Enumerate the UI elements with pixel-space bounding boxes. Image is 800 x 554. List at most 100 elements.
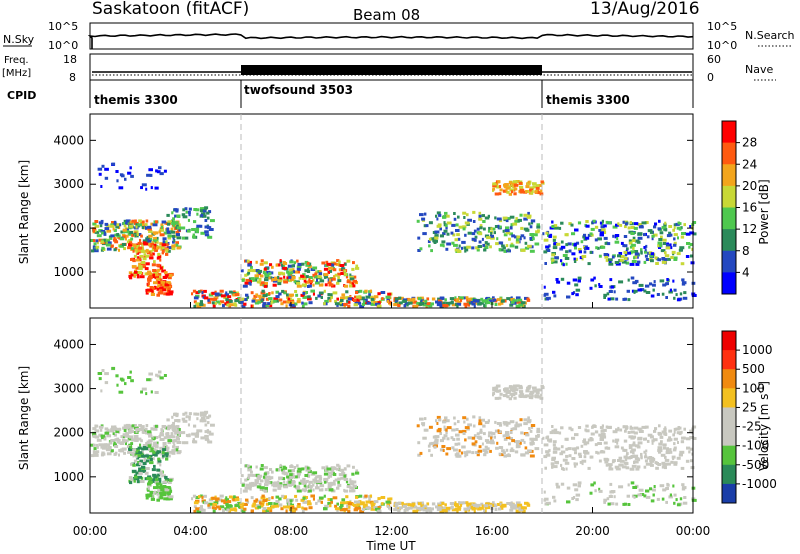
velocity-cell: [444, 503, 447, 507]
velocity-cell: [215, 505, 220, 509]
power-cell: [552, 238, 556, 242]
velocity-cell: [363, 505, 366, 509]
power-cell: [271, 300, 275, 304]
power-cell: [509, 226, 513, 230]
velocity-cell: [377, 497, 381, 501]
power-cell: [245, 293, 249, 297]
power-cell: [130, 273, 134, 277]
power-cell: [153, 281, 158, 285]
power-cell: [428, 244, 431, 248]
power-cell: [604, 241, 609, 245]
power-cell: [445, 301, 451, 305]
power-cell: [489, 245, 492, 249]
power-cell: [202, 214, 207, 218]
velocity-cell: [506, 395, 510, 399]
velocity-cell: [565, 447, 569, 451]
velocity-cell: [435, 441, 439, 445]
velocity-cell: [247, 473, 252, 477]
power-cell: [455, 298, 459, 302]
velocity-cell: [234, 504, 240, 508]
power-cell: [235, 291, 239, 295]
velocity-cell: [686, 446, 691, 450]
velocity-cell: [434, 435, 440, 439]
velocity-cell: [123, 429, 127, 433]
velocity-cell: [150, 390, 153, 394]
velocity-cell: [650, 456, 655, 460]
velocity-cell: [174, 419, 178, 423]
velocity-cell: [484, 445, 488, 449]
power-cell: [168, 290, 174, 294]
beam-title: Beam 08: [353, 6, 420, 24]
velocity-cell: [544, 497, 549, 501]
power-cell: [673, 288, 677, 292]
power-cell: [113, 229, 117, 232]
power-cell: [342, 296, 348, 300]
velocity-cell: [428, 442, 432, 446]
power-cell: [306, 261, 310, 265]
power-cell: [503, 233, 508, 237]
velocity-cell: [268, 477, 272, 481]
velocity-cell: [305, 468, 311, 472]
power-cell: [478, 232, 483, 236]
power-cell: [254, 301, 260, 305]
power-cell: [661, 225, 667, 229]
power-cell: [430, 302, 434, 306]
velocity-scatter-cells: [90, 366, 697, 513]
velocity-cell: [114, 445, 119, 448]
velocity-cell: [296, 472, 301, 476]
velocity-cell: [328, 483, 332, 487]
velocity-cell: [670, 460, 674, 464]
power-cell: [156, 240, 159, 244]
power-cell: [457, 237, 461, 241]
power-cell: [633, 256, 636, 260]
power-cell: [637, 223, 642, 226]
velocity-cell: [122, 433, 127, 437]
velocity-cell: [629, 425, 632, 429]
velocity-cell: [529, 454, 535, 458]
velocity-cell: [254, 506, 260, 510]
velocity-cell: [113, 443, 117, 447]
velocity-cell: [615, 428, 619, 432]
power-cell: [152, 223, 158, 227]
velocity-ylabel: Slant Range [km]: [17, 366, 31, 470]
velocity-cell: [146, 493, 152, 497]
velocity-cell: [614, 445, 620, 449]
velocity-cell: [259, 486, 265, 490]
power-cell: [680, 235, 685, 239]
velocity-cell: [258, 485, 261, 489]
velocity-cell: [302, 488, 307, 492]
power-colorbar-swatch: [722, 272, 736, 295]
power-cell: [523, 213, 528, 217]
velocity-cell: [352, 503, 357, 507]
velocity-cell: [499, 502, 502, 506]
velocity-cell: [665, 487, 669, 490]
power-cell: [102, 240, 108, 244]
velocity-cell: [137, 454, 143, 458]
power-cell: [282, 262, 288, 265]
power-cell: [326, 262, 332, 266]
velocity-cell: [531, 425, 534, 429]
power-cell: [505, 219, 509, 223]
power-cell: [233, 290, 236, 294]
power-cell: [214, 290, 217, 294]
power-cell: [567, 242, 572, 246]
velocity-cell: [273, 502, 279, 506]
power-cell: [215, 300, 220, 304]
power-cell: [159, 258, 162, 262]
velocity-cell: [454, 442, 458, 446]
velocity-cell: [599, 435, 604, 439]
velocity-cell: [289, 499, 293, 503]
velocity-cell: [127, 450, 132, 454]
power-cell: [580, 240, 584, 244]
power-cell: [146, 272, 150, 276]
power-cell: [664, 254, 670, 258]
velocity-cell: [123, 424, 127, 428]
power-cell: [202, 207, 206, 211]
power-cell: [170, 227, 174, 231]
velocity-cell: [399, 501, 404, 505]
velocity-cell: [463, 451, 467, 455]
power-cell: [668, 231, 672, 235]
velocity-cell: [167, 439, 173, 443]
power-cell: [254, 274, 260, 278]
power-cell: [658, 246, 662, 249]
